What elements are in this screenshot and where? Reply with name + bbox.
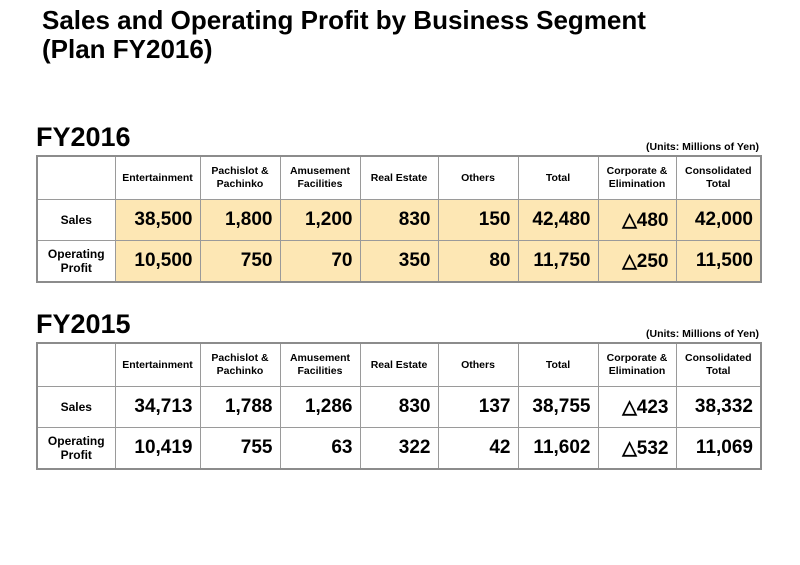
value-cell: 10,500 (114, 240, 201, 283)
col-header: Real Estate (359, 342, 439, 387)
title-line-1: Sales and Operating Profit by Business S… (42, 5, 646, 35)
fy2015-heading: FY2015 (36, 309, 131, 339)
value-cell: 70 (279, 240, 361, 283)
value-cell: 350 (359, 240, 439, 283)
fy2016-table: Entertainment Pachislot & Pachinko Amuse… (36, 155, 762, 283)
row-header: Operating Profit (36, 427, 116, 470)
col-header: Real Estate (359, 155, 439, 200)
value-cell: 42,480 (517, 199, 599, 241)
value-cell: 150 (437, 199, 519, 241)
value-cell: 830 (359, 199, 439, 241)
fy2015-units-note: (Units: Millions of Yen) (646, 328, 759, 340)
value-cell: 80 (437, 240, 519, 283)
row-header: Operating Profit (36, 240, 116, 283)
value-cell: 38,755 (517, 386, 599, 428)
value-cell: 38,500 (114, 199, 201, 241)
table-row-operating-profit: Operating Profit 10,419 755 63 322 42 11… (36, 427, 762, 470)
value-cell: 1,200 (279, 199, 361, 241)
col-header: Pachislot & Pachinko (199, 342, 281, 387)
page-title: Sales and Operating Profit by Business S… (42, 6, 646, 64)
table-row-sales: Sales 38,500 1,800 1,200 830 150 42,480 … (36, 199, 762, 241)
col-header: Consolidated Total (675, 342, 762, 387)
value-cell: 38,332 (675, 386, 762, 428)
col-header: Total (517, 342, 599, 387)
header-row: Entertainment Pachislot & Pachinko Amuse… (36, 342, 762, 387)
col-header: Pachislot & Pachinko (199, 155, 281, 200)
col-header: Corporate & Elimination (597, 155, 677, 200)
value-cell: 11,069 (675, 427, 762, 470)
value-cell: 322 (359, 427, 439, 470)
value-cell: 11,602 (517, 427, 599, 470)
value-cell: △480 (597, 199, 677, 241)
table-row-sales: Sales 34,713 1,788 1,286 830 137 38,755 … (36, 386, 762, 428)
value-cell: 750 (199, 240, 281, 283)
col-header: Amusement Facilities (279, 342, 361, 387)
value-cell: △423 (597, 386, 677, 428)
col-header: Others (437, 342, 519, 387)
value-cell: 42,000 (675, 199, 762, 241)
col-header: Amusement Facilities (279, 155, 361, 200)
value-cell: 42 (437, 427, 519, 470)
fy2016-heading: FY2016 (36, 122, 131, 152)
value-cell: 11,750 (517, 240, 599, 283)
fy2016-units-note: (Units: Millions of Yen) (646, 141, 759, 153)
value-cell: 1,788 (199, 386, 281, 428)
col-header: Total (517, 155, 599, 200)
row-header: Sales (36, 199, 116, 241)
col-header: Consolidated Total (675, 155, 762, 200)
title-line-2: (Plan FY2016) (42, 34, 213, 64)
table-row-operating-profit: Operating Profit 10,500 750 70 350 80 11… (36, 240, 762, 283)
row-header: Sales (36, 386, 116, 428)
header-row: Entertainment Pachislot & Pachinko Amuse… (36, 155, 762, 200)
corner-cell (36, 155, 116, 200)
value-cell: 10,419 (114, 427, 201, 470)
value-cell: 34,713 (114, 386, 201, 428)
value-cell: 830 (359, 386, 439, 428)
value-cell: 1,286 (279, 386, 361, 428)
corner-cell (36, 342, 116, 387)
col-header: Corporate & Elimination (597, 342, 677, 387)
value-cell: △250 (597, 240, 677, 283)
col-header: Others (437, 155, 519, 200)
value-cell: 755 (199, 427, 281, 470)
value-cell: 63 (279, 427, 361, 470)
col-header: Entertainment (114, 342, 201, 387)
value-cell: 1,800 (199, 199, 281, 241)
value-cell: 11,500 (675, 240, 762, 283)
value-cell: 137 (437, 386, 519, 428)
col-header: Entertainment (114, 155, 201, 200)
value-cell: △532 (597, 427, 677, 470)
fy2015-table: Entertainment Pachislot & Pachinko Amuse… (36, 342, 762, 470)
